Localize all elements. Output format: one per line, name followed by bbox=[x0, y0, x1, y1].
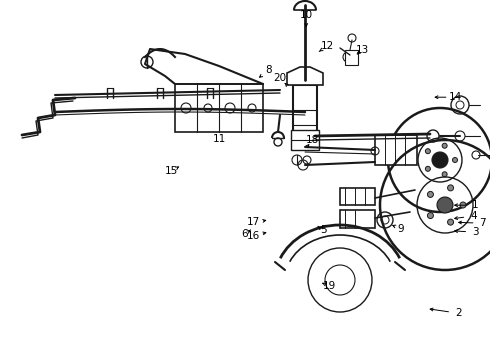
FancyBboxPatch shape bbox=[293, 85, 317, 140]
Text: 3: 3 bbox=[472, 227, 479, 237]
Text: 9: 9 bbox=[397, 224, 404, 234]
Text: 7: 7 bbox=[479, 218, 486, 228]
Circle shape bbox=[452, 158, 458, 162]
Text: 5: 5 bbox=[320, 225, 327, 235]
FancyBboxPatch shape bbox=[175, 84, 263, 132]
Circle shape bbox=[425, 166, 430, 171]
Text: 15: 15 bbox=[165, 166, 178, 176]
Text: 6: 6 bbox=[242, 229, 248, 239]
Polygon shape bbox=[340, 210, 375, 228]
Circle shape bbox=[447, 185, 454, 191]
FancyBboxPatch shape bbox=[291, 130, 319, 150]
Text: 16: 16 bbox=[247, 231, 261, 241]
Text: 14: 14 bbox=[449, 92, 463, 102]
Polygon shape bbox=[345, 50, 358, 65]
Polygon shape bbox=[340, 188, 375, 205]
Text: 20: 20 bbox=[274, 73, 287, 84]
Text: 11: 11 bbox=[213, 134, 226, 144]
Text: 2: 2 bbox=[455, 308, 462, 318]
Circle shape bbox=[442, 143, 447, 148]
Text: 17: 17 bbox=[247, 217, 261, 228]
Text: 8: 8 bbox=[265, 65, 272, 75]
Circle shape bbox=[437, 197, 453, 213]
Text: 12: 12 bbox=[320, 41, 334, 51]
Circle shape bbox=[460, 202, 466, 208]
Circle shape bbox=[447, 219, 454, 225]
Circle shape bbox=[427, 192, 434, 197]
Polygon shape bbox=[287, 67, 323, 85]
Circle shape bbox=[425, 149, 430, 154]
Text: 19: 19 bbox=[322, 281, 336, 291]
Circle shape bbox=[427, 213, 434, 219]
Text: 1: 1 bbox=[472, 200, 479, 210]
Text: 10: 10 bbox=[300, 10, 313, 20]
Text: 13: 13 bbox=[356, 45, 369, 55]
Circle shape bbox=[442, 172, 447, 177]
Text: 18: 18 bbox=[306, 135, 319, 145]
Text: 4: 4 bbox=[470, 211, 477, 221]
Circle shape bbox=[432, 152, 448, 168]
FancyBboxPatch shape bbox=[375, 135, 417, 165]
